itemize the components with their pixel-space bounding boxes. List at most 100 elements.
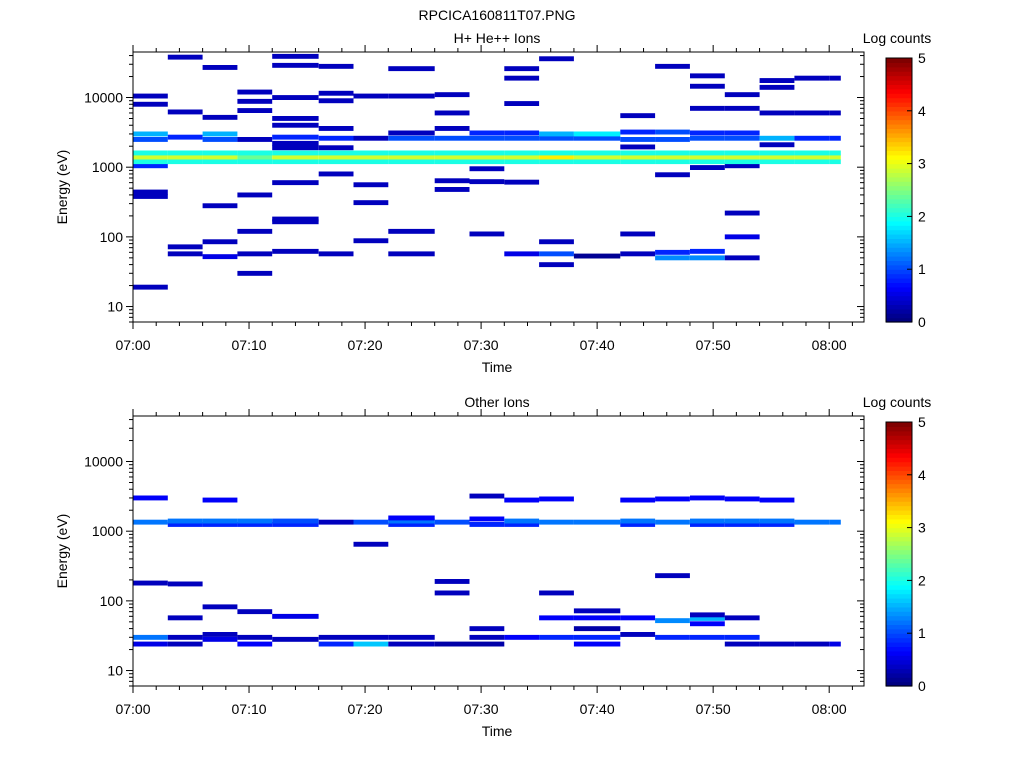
heatmap-cell <box>504 518 540 524</box>
heatmap-cell <box>469 231 505 237</box>
heatmap-cell <box>318 90 354 96</box>
heatmap-cell <box>539 131 574 137</box>
heatmap-cell <box>469 634 505 640</box>
heatmap-cell <box>388 159 435 165</box>
heatmap-cell <box>829 110 841 116</box>
heatmap-cell <box>469 641 505 647</box>
colorbar-swatch <box>886 628 912 634</box>
colorbar-swatch <box>886 532 912 537</box>
x-tick-label: 08:00 <box>812 337 847 353</box>
colorbar-swatch <box>886 185 912 191</box>
heatmap-cell <box>620 632 656 637</box>
heatmap-cell <box>469 135 505 141</box>
heatmap-cell <box>690 73 725 79</box>
heatmap-cell <box>539 56 574 62</box>
heatmap-cell <box>388 518 435 524</box>
colorbar-swatch <box>886 606 912 612</box>
colorbar-swatch <box>886 225 912 231</box>
heatmap-cell <box>237 159 273 165</box>
heatmap-cell <box>573 131 621 137</box>
x-tick-label: 07:10 <box>232 337 267 353</box>
heatmap-cell <box>353 541 389 547</box>
heatmap-cell <box>237 522 273 527</box>
colorbar-swatch <box>886 273 912 279</box>
heatmap-cell <box>272 116 319 121</box>
colorbar-swatch <box>886 291 912 297</box>
heatmap-cell <box>690 518 725 524</box>
heatmap-cell <box>655 249 690 255</box>
heatmap-cell <box>504 154 540 160</box>
heatmap-cell <box>167 134 203 140</box>
colorbar-swatch <box>886 646 912 652</box>
heatmap-cell <box>759 78 795 83</box>
heatmap-cell <box>620 231 656 237</box>
colorbar-swatch <box>886 637 912 643</box>
heatmap-cell <box>388 228 435 234</box>
colorbar-swatch <box>886 536 912 542</box>
heatmap-cell <box>504 159 540 165</box>
colorbar-swatch <box>886 435 912 441</box>
heatmap-cell <box>573 615 621 621</box>
heatmap-cell <box>504 66 540 72</box>
heatmap-cell <box>573 519 621 525</box>
colorbar-swatch <box>886 159 912 165</box>
heatmap-cell <box>620 137 656 142</box>
heatmap-cell <box>724 615 760 621</box>
heatmap-cell <box>724 150 760 156</box>
heatmap-cell <box>272 154 319 160</box>
heatmap-cell <box>272 140 319 146</box>
heatmap-cell <box>504 135 540 141</box>
colorbar-swatch <box>886 278 912 283</box>
colorbar-swatch <box>886 558 912 564</box>
colorbar-swatch <box>886 216 912 222</box>
plot-frame <box>132 415 865 687</box>
heatmap-cell <box>504 75 540 81</box>
heatmap-cell <box>504 150 540 156</box>
heatmap-cell <box>539 159 574 165</box>
colorbar: 0 1 2 3 4 5 Log counts <box>863 394 932 694</box>
heatmap-cell <box>353 150 389 156</box>
colorbar-swatch <box>886 71 912 77</box>
heatmap-cell <box>434 159 470 165</box>
heatmap-cell <box>690 135 725 141</box>
y-tick-label: 10000 <box>84 454 123 470</box>
colorbar-swatch <box>886 549 912 555</box>
heatmap-cell <box>620 518 656 524</box>
heatmap-cell <box>434 519 470 525</box>
colorbar-swatch <box>886 207 912 213</box>
heatmap-cell <box>829 75 841 81</box>
heatmap-cell <box>539 262 574 268</box>
heatmap-cell <box>353 238 389 244</box>
colorbar-swatch <box>886 567 912 573</box>
colorbar-tick-label: 3 <box>918 520 926 536</box>
heatmap-cell <box>504 497 540 503</box>
heatmap-cell <box>202 150 238 156</box>
heatmap-cell <box>690 83 725 89</box>
colorbar-swatch <box>886 220 912 226</box>
colorbar-tick-label: 1 <box>918 261 926 277</box>
heatmap-cell <box>504 130 540 136</box>
colorbar-swatch <box>886 75 912 81</box>
colorbar-swatch <box>886 286 912 292</box>
colorbar-swatch <box>886 247 912 253</box>
colorbar-label: Log counts <box>863 394 932 410</box>
heatmap-cell <box>202 137 238 142</box>
colorbar-swatch <box>886 470 912 476</box>
heatmap-cell <box>202 203 238 209</box>
heatmap-cell <box>469 179 505 185</box>
heatmap-cell <box>794 641 830 647</box>
colorbar-swatch <box>886 181 912 187</box>
colorbar-swatch <box>886 483 912 489</box>
heatmap-cell <box>829 159 841 165</box>
colorbar-tick-label: 2 <box>918 572 926 588</box>
heatmap-cell <box>690 159 725 165</box>
colorbar-swatch <box>886 304 912 310</box>
colorbar-label: Log counts <box>863 30 932 46</box>
heatmap-cell <box>690 248 725 254</box>
heatmap-cell <box>133 150 168 156</box>
colorbar-swatch <box>886 593 912 599</box>
heatmap-cell <box>539 154 574 160</box>
heatmap-cell <box>504 251 540 257</box>
colorbar-swatch <box>886 58 912 63</box>
heatmap-cell <box>690 522 725 527</box>
